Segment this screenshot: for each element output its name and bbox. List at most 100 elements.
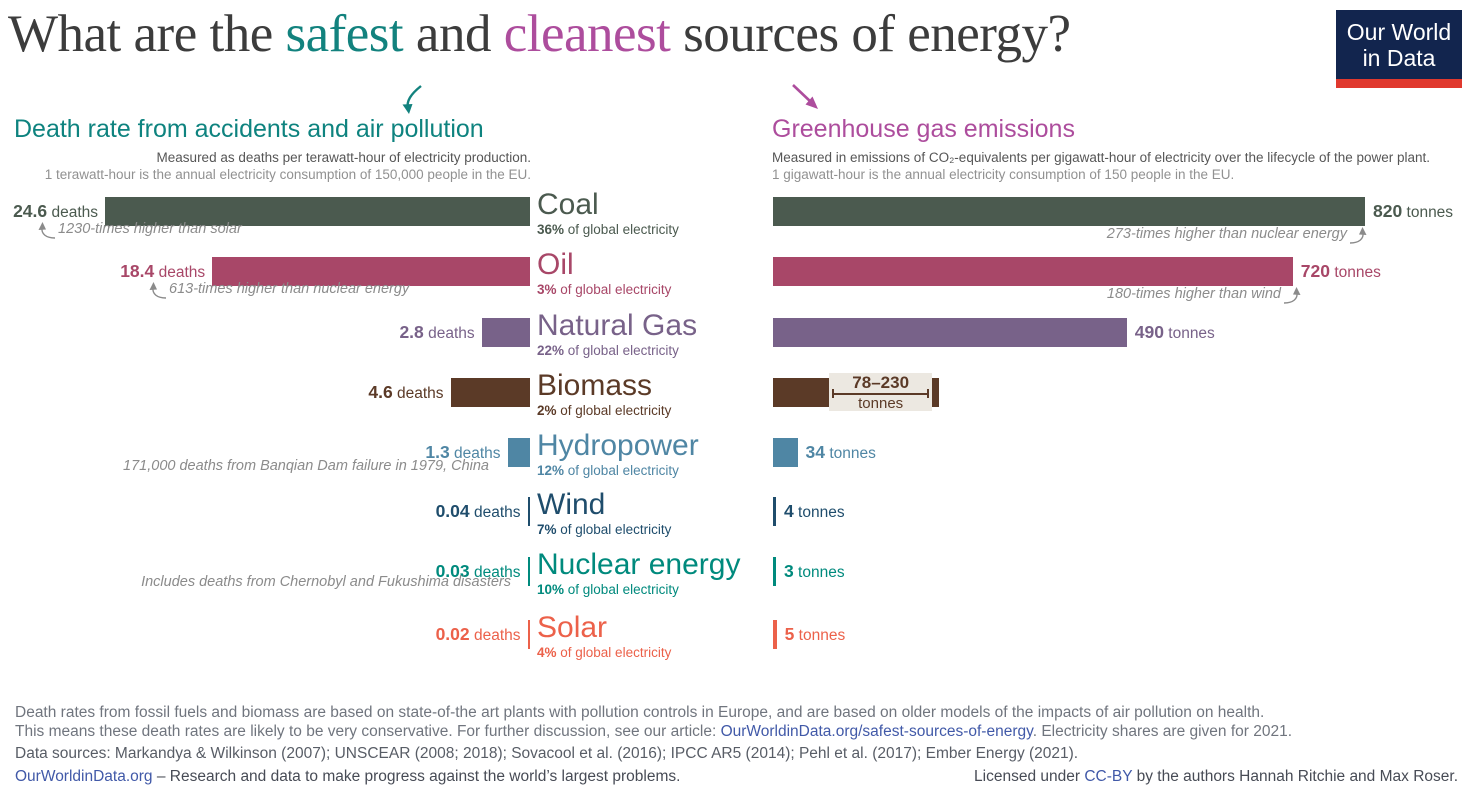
death-rate-row-nuclear-energy: 0.03 deaths [436, 556, 530, 586]
emissions-unit: tonnes [829, 444, 876, 462]
category-label-nuclear-energy: Nuclear energy 10% of global electricity [537, 549, 740, 597]
death-value: 1.3 [425, 441, 450, 462]
category-label-solar: Solar 4% of global electricity [537, 611, 671, 660]
annotation-text: 273-times higher than nuclear energy [1106, 226, 1347, 242]
footnote-text: This means these death rates are likely … [15, 723, 721, 740]
emissions-value: 720 [1300, 260, 1330, 281]
owid-link[interactable]: OurWorldinData.org [15, 768, 153, 785]
left-chart-header: Death rate from accidents and air pollut… [14, 115, 531, 181]
death-value: 24.6 [13, 200, 48, 221]
electricity-share: 3% of global electricity [537, 282, 671, 297]
right-chart-bars: 820 tonnes 720 tonnes 490 tonnes 78–230 tonn… [773, 0, 1472, 700]
page-title: What are the safest and cleanest sources… [8, 4, 1333, 64]
license-note: Licensed under CC-BY by the authors Hann… [974, 768, 1458, 786]
left-chart-subtitle-1: Measured as deaths per terawatt-hour of … [156, 149, 531, 165]
death-value-label: 1.3 deaths [425, 442, 500, 463]
death-value-label: 0.02 deaths [436, 624, 521, 645]
oil-emissions-bar [773, 256, 1293, 286]
category-label-oil: Oil 3% of global electricity [537, 248, 671, 297]
category-name: Biomass [537, 369, 653, 402]
death-value-label: 0.03 deaths [436, 561, 521, 582]
curved-arrow-up-icon [38, 222, 56, 239]
owid-logo-red-strip [1336, 79, 1462, 88]
emissions-unit: tonnes [1406, 203, 1454, 221]
category-labels: Coal 36% of global electricity Oil 3% of gl… [537, 0, 772, 700]
death-unit: deaths [454, 444, 501, 462]
footer-bottom-line: OurWorldinData.org – Research and data t… [15, 768, 1458, 786]
nuclear-energy-deaths-bar [527, 556, 530, 586]
biomass-emissions-range: 78–230 tonnes [829, 372, 933, 411]
death-unit: deaths [473, 626, 521, 644]
electricity-share: 7% of global electricity [537, 522, 671, 537]
emissions-row-solar: 5 tonnes [773, 619, 845, 649]
share-suffix: of global electricity [564, 581, 679, 597]
annotation-coal-emissions: 273-times higher than nuclear energy [1107, 226, 1369, 246]
owid-logo-line1: Our World [1346, 18, 1452, 45]
right-chart-header: Greenhouse gas emissions Measured in emi… [772, 115, 1473, 182]
share-value: 10% [537, 581, 565, 597]
category-name: Oil [537, 248, 574, 281]
death-value: 4.6 [368, 381, 393, 402]
death-rate-row-natural-gas: 2.8 deaths [399, 317, 530, 347]
death-value-label: 2.8 deaths [399, 322, 474, 343]
cc-by-link[interactable]: CC-BY [1084, 768, 1133, 785]
title-suffix: sources of energy? [670, 5, 1071, 63]
electricity-share: 12% of global electricity [537, 463, 699, 478]
emissions-unit: tonnes [798, 563, 845, 581]
share-suffix: of global electricity [556, 281, 672, 297]
share-value: 2% [537, 402, 557, 418]
annotation-coal-deaths: 1230-times higher than solar [36, 221, 242, 241]
category-name: Solar [537, 611, 608, 644]
electricity-share: 10% of global electricity [537, 582, 740, 597]
share-suffix: of global electricity [564, 342, 679, 358]
category-name: Wind [537, 488, 606, 521]
category-label-coal: Coal 36% of global electricity [537, 189, 679, 237]
emissions-value-label: 3 tonnes [784, 561, 845, 582]
solar-deaths-bar [527, 619, 530, 649]
article-link[interactable]: OurWorldinData.org/safest-sources-of-ene… [720, 723, 1033, 740]
annotation-text: 613-times higher than nuclear energy [169, 281, 410, 297]
share-value: 3% [537, 281, 557, 297]
emissions-row-coal: 820 tonnes [773, 196, 1453, 226]
emissions-unit: tonnes [1334, 263, 1381, 281]
electricity-share: 36% of global electricity [537, 222, 679, 237]
hydropower-deaths-bar [507, 437, 530, 467]
death-unit: deaths [473, 563, 521, 581]
footer: Death rates from fossil fuels and biomas… [15, 703, 1458, 786]
right-chart-subtitle-2: 1 gigawatt-hour is the annual electricit… [772, 166, 1235, 182]
emissions-value-label: 34 tonnes [806, 442, 876, 463]
share-value: 4% [537, 644, 557, 660]
electricity-share: 22% of global electricity [537, 343, 697, 358]
annotation-oil-emissions: 180-times higher than wind [1107, 286, 1303, 306]
emissions-row-hydropower: 34 tonnes [773, 437, 876, 467]
category-label-biomass: Biomass 2% of global electricity [537, 369, 671, 418]
range-value: 78–230 [852, 372, 910, 392]
death-unit: deaths [428, 324, 475, 342]
death-rate-row-hydropower: 1.3 deaths [425, 437, 530, 467]
biomass-emissions-bar [773, 377, 830, 407]
title-safest: safest [285, 5, 404, 63]
annotation-text: Includes deaths from Chernobyl and Fukus… [141, 574, 511, 590]
solar-emissions-bar [773, 619, 777, 649]
range-error-bar [832, 389, 929, 398]
safest-arrow-icon [402, 85, 422, 114]
biomass-range-upper-bar [932, 377, 940, 407]
tagline-text: – Research and data to make progress aga… [152, 768, 681, 785]
emissions-value: 34 [805, 441, 825, 462]
emissions-value-label: 820 tonnes [1373, 201, 1453, 222]
wind-deaths-bar [527, 496, 530, 526]
license-text: by the authors Hannah Ritchie and Max Ro… [1132, 768, 1458, 785]
emissions-unit: tonnes [1168, 324, 1215, 342]
category-name: Hydropower [537, 429, 699, 462]
title-middle: and [403, 5, 504, 63]
death-rate-row-wind: 0.04 deaths [436, 496, 530, 526]
death-rate-row-biomass: 4.6 deaths [368, 377, 530, 407]
title-prefix: What are the [8, 5, 286, 63]
share-value: 7% [537, 521, 557, 537]
license-text: Licensed under [974, 768, 1085, 785]
death-value-label: 4.6 deaths [368, 382, 443, 403]
category-name: Natural Gas [537, 309, 698, 342]
owid-logo: Our World in Data [1336, 10, 1462, 88]
death-value: 0.03 [435, 560, 470, 581]
